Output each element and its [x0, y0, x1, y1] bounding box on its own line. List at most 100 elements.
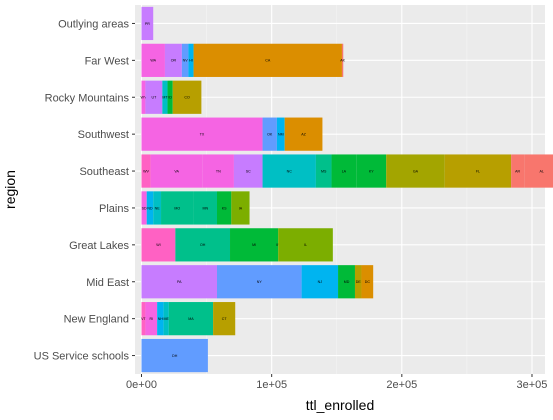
bar-segment-label: NY: [257, 280, 263, 284]
bar-segment-label: NH: [158, 317, 164, 321]
bar-segment-label: PR: [145, 22, 150, 26]
bar-segment-label: IL: [304, 243, 307, 247]
bar-segment: [284, 117, 323, 151]
y-axis-title: region: [2, 170, 18, 209]
bar-segment-label: DE: [356, 280, 362, 284]
bar-segment: [233, 154, 263, 188]
y-axis-tick-label: US Service schools: [34, 351, 130, 363]
bar-segment-label: MI: [252, 243, 256, 247]
bar-segment-label: OK: [267, 132, 273, 136]
bar-segment: [141, 228, 176, 262]
bar-segment: [331, 154, 357, 188]
bar-segment-label: SC: [246, 169, 251, 173]
bar-segment-label: ND: [147, 206, 153, 210]
y-axis-tick-label: Southeast: [79, 166, 129, 178]
bar-segment: [141, 265, 217, 299]
bar-segment: [188, 43, 194, 77]
bar-segment-label: KS: [222, 206, 227, 210]
bar-segment-label: UT: [151, 96, 157, 100]
bar-segment-label: IA: [239, 206, 243, 210]
bar-segment: [141, 191, 147, 225]
bar-segment-label: ID: [168, 96, 172, 100]
bar-segment: [361, 265, 374, 299]
x-axis-tick-label: 3e+05: [517, 379, 548, 391]
y-axis-tick-label: Far West: [85, 55, 129, 67]
bar-segment-label: WY: [141, 96, 147, 100]
bar-segment-label: WV: [143, 169, 149, 173]
bar-segment: [141, 338, 208, 373]
bar-segment: [168, 302, 214, 336]
bar-segment: [444, 154, 512, 188]
bar-segment: [146, 191, 154, 225]
bar-segment-label: OR: [171, 59, 177, 63]
bar-segment-label: NV: [183, 59, 189, 63]
bar-segment: [217, 265, 302, 299]
bar-segment: [141, 43, 165, 77]
bar-segment: [202, 154, 234, 188]
bar-segment-label: CT: [222, 317, 228, 321]
bar-segment-label: NJ: [318, 280, 323, 284]
bar-segment-label: TN: [216, 169, 221, 173]
bar-segment-label: DH: [172, 354, 178, 358]
bar-segment: [231, 191, 250, 225]
bar-segment-label: MS: [321, 169, 327, 173]
bar-segment: [524, 154, 553, 188]
bar-segment: [217, 191, 232, 225]
bar-segment: [193, 43, 342, 77]
bar-segment: [511, 154, 525, 188]
x-axis-tick-label: 0e+00: [126, 379, 157, 391]
bar-segment-label: OH: [200, 243, 206, 247]
bar-segment: [301, 265, 339, 299]
bar-segment: [145, 80, 163, 114]
x-axis-tick-labels: 0e+00 1e+05 2e+05 3e+05: [126, 374, 547, 391]
y-axis-tick-labels: Outlying areas Far West Rocky Mountains Sou…: [34, 18, 135, 363]
bar-segment: [141, 80, 146, 114]
y-axis-tick-label: Rocky Mountains: [45, 92, 130, 104]
bar-segment-label: AK: [340, 59, 345, 63]
bar-segments: PR WA OR NV HI CA AK WY UT MT ID CO TX OK NM AZ WV VA TN SC…: [141, 6, 553, 373]
bar-segment: [193, 191, 217, 225]
bar-segment-label: CO: [184, 96, 190, 100]
bar-segment-label: DC: [365, 280, 371, 284]
bar-segment: [153, 191, 162, 225]
bar-segment: [145, 302, 158, 336]
y-axis-tick-label: Plains: [99, 203, 129, 215]
bar-segment: [161, 191, 194, 225]
bar-segment-label: AZ: [301, 132, 306, 136]
bar-segment: [386, 154, 445, 188]
x-axis-tick-label: 2e+05: [386, 379, 417, 391]
bar-segment: [172, 80, 202, 114]
bar-segment-label: AR: [515, 169, 520, 173]
bar-segment: [213, 302, 236, 336]
bar-segment-label: CA: [265, 59, 271, 63]
bar-segment: [164, 43, 182, 77]
bar-segment: [175, 228, 231, 262]
bar-segment-label: NE: [155, 206, 161, 210]
bar-segment-label: WI: [156, 243, 160, 247]
y-axis-tick-label: Southwest: [78, 129, 129, 141]
bar-segment-label: ME: [164, 317, 170, 321]
bar-segment-label: AL: [540, 169, 544, 173]
y-axis-tick-label: Mid East: [86, 277, 129, 289]
bar-segment: [262, 154, 316, 188]
y-axis-tick-label: Great Lakes: [69, 240, 129, 252]
bar-segment: [150, 154, 203, 188]
bar-segment-label: MA: [188, 317, 194, 321]
y-axis-tick-label: Outlying areas: [58, 18, 129, 30]
bar-segment-label: NM: [278, 132, 284, 136]
bar-segment-label: KY: [369, 169, 374, 173]
bar-segment: [141, 154, 151, 188]
bar-segment: [356, 154, 387, 188]
bar-segment: [141, 302, 146, 336]
bar-segment-label: PA: [177, 280, 182, 284]
bar-segment-label: SD: [142, 206, 147, 210]
bar-segment: [157, 302, 164, 336]
y-axis-tick-label: New England: [64, 314, 129, 326]
bar-segment: [315, 154, 332, 188]
bar-segment-label: RI: [149, 317, 153, 321]
bar-segment: [341, 43, 344, 77]
bar-segment-label: MO: [174, 206, 180, 210]
bar-segment-label: VA: [174, 169, 179, 173]
bar-segment-label: MN: [202, 206, 208, 210]
